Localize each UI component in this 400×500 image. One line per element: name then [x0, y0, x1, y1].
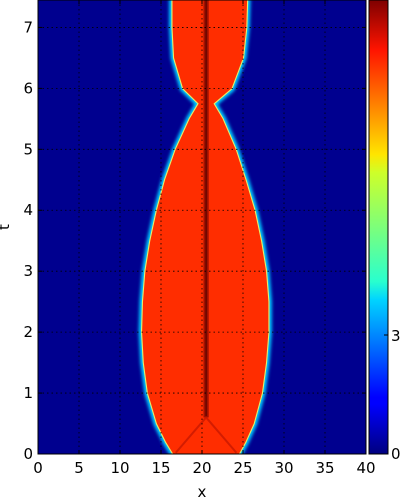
y-tick-label: 3 — [23, 262, 33, 280]
x-axis: 0 5 10 15 20 25 30 35 40 — [33, 0, 376, 477]
x-tick-label: 5 — [74, 459, 84, 477]
y-tick-label: 5 — [23, 140, 33, 158]
x-tick-label: 20 — [192, 459, 211, 477]
x-axis-label: x — [198, 483, 207, 500]
y-tick-label: 6 — [23, 79, 33, 97]
y-tick-label: 0 — [23, 445, 33, 463]
y-tick-label: 4 — [23, 201, 33, 219]
x-tick-label: 30 — [274, 459, 293, 477]
x-tick-label: 40 — [356, 459, 375, 477]
x-tick-label: 35 — [315, 459, 334, 477]
plot-area — [38, 0, 366, 454]
colorbar-gradient — [368, 0, 389, 455]
field-wake — [175, 415, 238, 454]
y-tick-label: 1 — [23, 384, 33, 402]
x-tick-label: 25 — [233, 459, 252, 477]
colorbar-tick-label: 3 — [391, 327, 400, 345]
x-tick-label: 0 — [33, 459, 43, 477]
y-axis: 0 1 2 3 4 5 6 7 — [23, 18, 366, 463]
colorbar-tick-label: 0 — [391, 445, 400, 463]
y-tick-label: 7 — [23, 18, 33, 36]
colorbar: 3 0 — [368, 0, 400, 463]
y-axis-label: t — [0, 224, 13, 230]
grid-layer — [38, 0, 366, 454]
x-tick-label: 15 — [151, 459, 170, 477]
y-tick-label: 2 — [23, 323, 33, 341]
x-tick-label: 10 — [110, 459, 129, 477]
